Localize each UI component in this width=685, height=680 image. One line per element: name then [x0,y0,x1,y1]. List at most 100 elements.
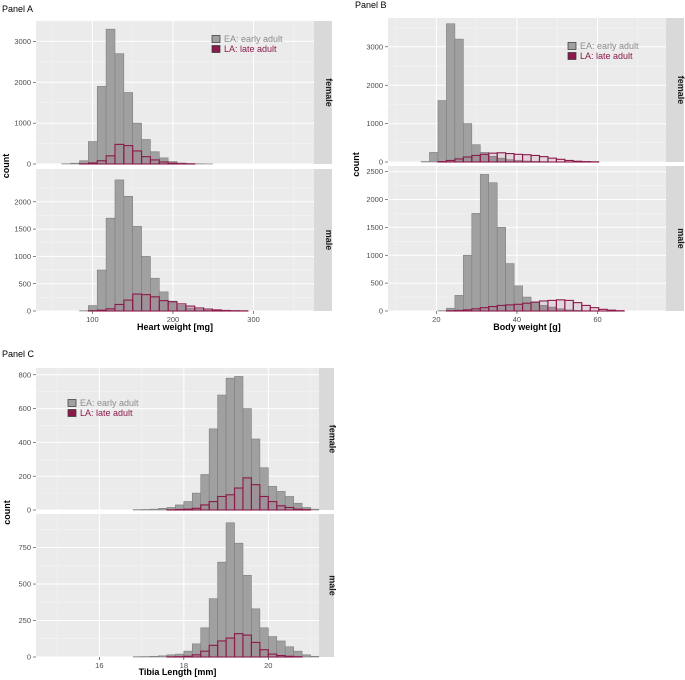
histogram-bar [496,304,507,312]
histogram-bar [191,654,202,658]
histogram-bar [208,428,218,511]
facet-male: 0 500 1000 1500 2000 2500 male 20 40 60 [366,166,685,324]
facet-strip-label: male [328,575,338,596]
histogram-bar [225,522,235,658]
x-tick-label: 20 [432,315,440,324]
histogram-bar [555,158,566,163]
histogram-bar [276,654,286,658]
histogram-bar [200,650,210,658]
histogram-bar [176,303,187,312]
histogram-bar [225,494,236,511]
histogram-bar [505,153,515,163]
histogram-bar [547,299,557,312]
histogram-bar [479,174,490,312]
series-late-adult [78,143,196,165]
histogram-bar [191,507,202,511]
histogram-bar [88,141,98,165]
histogram-bar [259,649,269,658]
x-tick-label: 20 [264,661,272,670]
histogram-bar [437,100,447,163]
y-tick-label: 1000 [366,251,383,260]
histogram-bar [208,500,219,511]
histogram-bar [183,655,193,658]
y-tick-label: 2000 [14,197,31,206]
histogram-bar [158,655,168,658]
legend-swatch [567,52,577,60]
y-tick-label: 500 [18,279,31,288]
plot-background [36,21,314,164]
histogram-bar [522,154,532,163]
facet-female: 0 1000 2000 3000 female [14,20,334,169]
histogram-bar [513,153,524,163]
histogram-bar [429,152,439,163]
series-early-adult [420,23,566,163]
histogram-bar [564,299,574,312]
y-tick-label: 1500 [366,223,383,232]
histogram-bar [581,304,591,312]
histogram-bar [158,161,169,165]
facet-strip [314,169,332,311]
histogram-bar [158,300,169,312]
histogram-bar [488,152,498,163]
histogram-bar [471,213,481,312]
facet-female: 0 1000 2000 3000 female [366,18,685,167]
histogram-bar [225,637,236,658]
histogram-bar [208,644,219,658]
histogram-bar [284,646,294,658]
histogram-bar [191,492,202,511]
legend-swatch [567,42,577,50]
series-late-adult [445,299,625,312]
y-tick-label: 3000 [366,42,383,51]
histogram-bar [194,307,205,312]
histogram-bar [211,309,222,312]
histogram-bar [96,160,107,165]
histogram-bar [149,508,159,511]
y-tick-label: 0 [379,158,383,167]
histogram-bar [547,157,557,163]
legend-swatch [211,45,221,53]
histogram-bar [496,152,507,163]
histogram-bar [96,86,107,165]
legend-label: LA: late adult [224,44,277,54]
legend-label: LA: late adult [580,51,633,61]
histogram-bar [530,154,541,163]
y-tick-label: 2000 [366,81,383,90]
y-tick-label: 1000 [366,119,383,128]
histogram-bar [114,143,125,165]
series-late-adult [166,477,312,511]
y-tick-label: 400 [18,438,31,447]
histogram-bar [242,477,252,511]
histogram-bar [538,300,549,312]
histogram-bar [513,303,524,312]
plot-background [388,18,666,162]
histogram-bar [463,123,473,163]
y-tick-label: 250 [18,616,31,625]
histogram-bar [564,159,574,163]
panel-1: Panel B 0 1000 2000 3000 female 0 500 1000 1500 20… [351,0,685,332]
histogram-bar [471,154,481,163]
histogram-bar [284,655,295,658]
x-axis-title: Body weight [g] [493,322,561,332]
histogram-bar [242,634,252,658]
histogram-bar [488,182,498,312]
histogram-bar [538,156,549,163]
y-axis-title: count [1,154,11,179]
y-tick-label: 0 [27,307,31,316]
x-tick-label: 200 [167,315,180,324]
histogram-bar [505,304,515,312]
series-early-adult [61,28,213,165]
legend-swatch [67,399,77,407]
histogram-bar [70,162,80,165]
facet-strip [666,166,684,311]
histogram-bar [259,495,269,511]
histogram-bar [445,159,456,163]
histogram-bar [96,309,107,312]
histogram-bar [225,377,235,511]
histogram-bar [572,302,583,312]
y-tick-label: 600 [18,404,31,413]
legend-swatch [67,409,77,417]
histogram-bar [267,653,278,658]
